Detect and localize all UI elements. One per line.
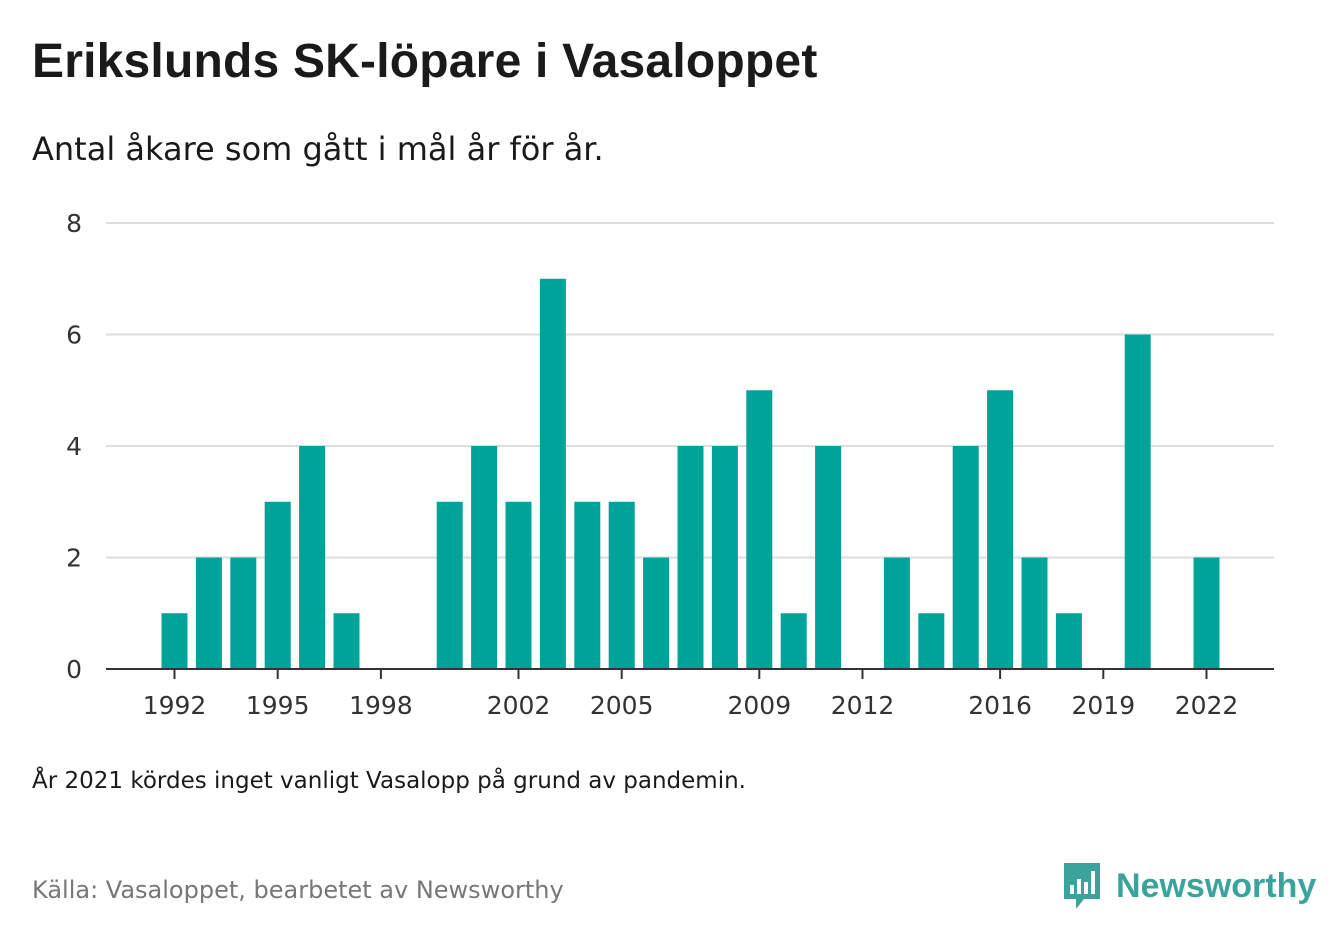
bar-2015 xyxy=(952,446,979,669)
y-tick-label: 2 xyxy=(66,544,82,573)
bar-2022 xyxy=(1193,557,1220,669)
bar-1997 xyxy=(333,613,360,669)
bars xyxy=(161,278,1220,669)
bar-1992 xyxy=(161,613,188,669)
bar-1996 xyxy=(299,446,326,669)
bar-2017 xyxy=(1021,557,1048,669)
x-tick-label: 2009 xyxy=(727,691,791,720)
bar-2013 xyxy=(883,557,910,669)
bar-2004 xyxy=(574,501,601,669)
newsworthy-logo-icon xyxy=(1064,863,1100,909)
x-tick-label: 2005 xyxy=(590,691,654,720)
bar-2002 xyxy=(505,501,532,669)
source-text: Källa: Vasaloppet, bearbetet av Newswort… xyxy=(32,876,564,904)
y-tick-label: 8 xyxy=(66,209,82,238)
bar-2001 xyxy=(471,446,498,669)
bar-1995 xyxy=(264,501,291,669)
axes: 0 2 4 6 8 1992 1995 1998 2002 2005 2009 2012 2016 201… xyxy=(66,209,1274,720)
brand: Newsworthy xyxy=(1062,860,1316,912)
bar-2014 xyxy=(918,613,945,669)
x-tick-label: 1995 xyxy=(246,691,310,720)
x-tick-label: 2022 xyxy=(1175,691,1239,720)
bar-2016 xyxy=(987,390,1014,669)
bar-2020 xyxy=(1124,334,1151,669)
y-tick-label: 4 xyxy=(66,432,82,461)
bar-2011 xyxy=(815,446,842,669)
x-tick-label: 2016 xyxy=(968,691,1032,720)
bar-2003 xyxy=(539,278,566,669)
bar-2007 xyxy=(677,446,704,669)
chart-title: Erikslunds SK-löpare i Vasaloppet xyxy=(32,35,818,88)
y-tick-label: 6 xyxy=(66,321,82,350)
bar-2000 xyxy=(436,501,463,669)
x-tick-label: 2002 xyxy=(487,691,551,720)
bar-2005 xyxy=(608,501,635,669)
footnote: År 2021 kördes inget vanligt Vasalopp på… xyxy=(32,768,746,794)
chart-subtitle: Antal åkare som gått i mål år för år. xyxy=(32,130,604,168)
x-tick-label: 1998 xyxy=(349,691,413,720)
bar-1993 xyxy=(195,557,222,669)
bar-2006 xyxy=(643,557,670,669)
bar-1994 xyxy=(230,557,257,669)
brand-name: Newsworthy xyxy=(1116,866,1317,905)
x-tick-label: 2019 xyxy=(1071,691,1135,720)
y-tick-label: 0 xyxy=(66,655,82,684)
bar-2009 xyxy=(746,390,773,669)
x-tick-label: 2012 xyxy=(831,691,895,720)
bar-2018 xyxy=(1055,613,1082,669)
bar-2008 xyxy=(711,446,738,669)
x-tick-label: 1992 xyxy=(143,691,207,720)
bar-2010 xyxy=(780,613,807,669)
bar-chart: 0 2 4 6 8 1992 1995 1998 2002 2005 2009 2012 2016 201… xyxy=(66,209,1274,720)
